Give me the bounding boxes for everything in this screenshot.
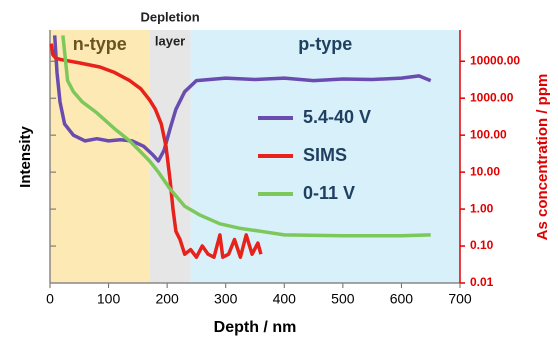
legend-label: 0-11 V — [303, 183, 355, 203]
x-tick-label: 500 — [331, 291, 355, 307]
legend-label: SIMS — [303, 145, 347, 165]
series-line — [52, 35, 432, 163]
x-tick-label: 400 — [273, 291, 297, 307]
y2-tick-label: 0.10 — [470, 238, 494, 252]
x-axis-label: Depth / nm — [214, 319, 297, 336]
region-label: n-type — [73, 34, 127, 54]
region-label: layer — [155, 33, 185, 48]
x-tick-label: 0 — [46, 291, 54, 307]
series-line — [61, 35, 431, 238]
x-tick-label: 200 — [155, 291, 179, 307]
region-label: p-type — [298, 34, 352, 54]
region-label: Depletion — [140, 9, 199, 24]
x-tick-label: 300 — [214, 291, 238, 307]
x-tick-label: 600 — [390, 291, 414, 307]
series-line — [49, 43, 263, 259]
x-tick-label: 700 — [448, 291, 472, 307]
y2-tick-label: 1000.00 — [470, 90, 514, 104]
y2-tick-label: 1.00 — [470, 201, 494, 215]
y2-tick-label: 10000.00 — [470, 53, 520, 67]
y-axis-label: Intensity — [17, 126, 34, 188]
y2-tick-label: 10.00 — [470, 164, 500, 178]
y2-tick-label: 0.01 — [470, 275, 494, 289]
x-tick-label: 100 — [97, 291, 121, 307]
y2-axis-label: As concentration / ppm — [534, 74, 551, 241]
legend-label: 5.4-40 V — [303, 107, 371, 127]
y2-tick-label: 100.00 — [470, 127, 507, 141]
